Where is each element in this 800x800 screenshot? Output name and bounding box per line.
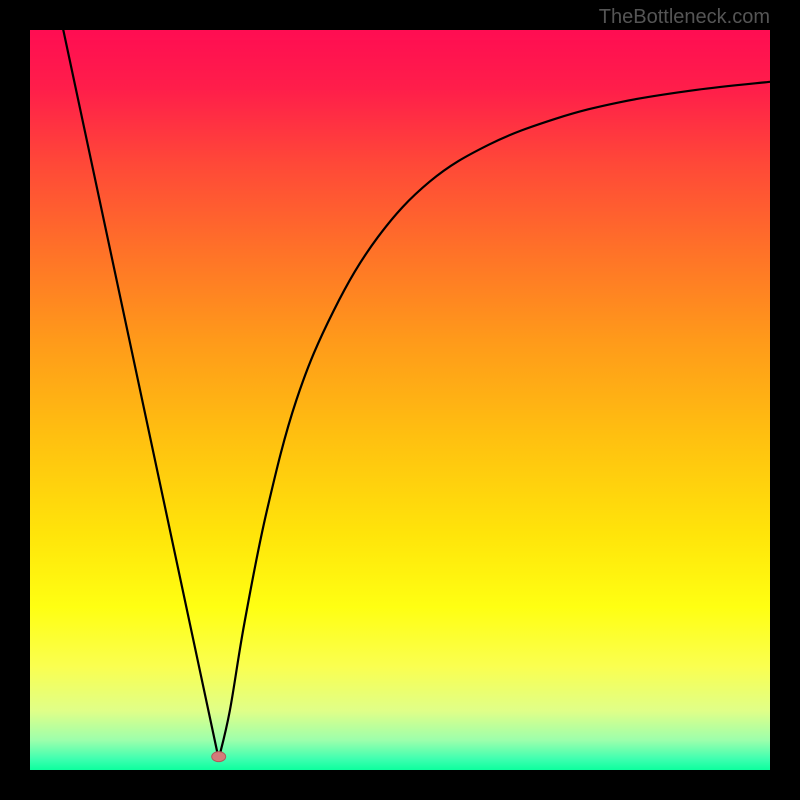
bottleneck-curve <box>30 30 770 770</box>
watermark-text: TheBottleneck.com <box>599 6 770 29</box>
plot-area <box>30 30 770 770</box>
minimum-marker <box>212 752 226 762</box>
